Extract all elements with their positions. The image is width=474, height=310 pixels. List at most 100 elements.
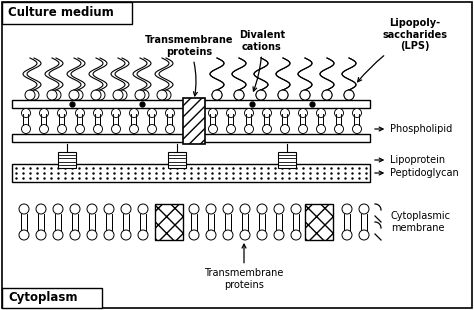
Circle shape: [344, 90, 354, 100]
Circle shape: [212, 90, 222, 100]
Circle shape: [223, 230, 233, 240]
Circle shape: [300, 90, 310, 100]
Circle shape: [257, 204, 267, 214]
Circle shape: [75, 125, 84, 134]
Circle shape: [263, 125, 272, 134]
Circle shape: [353, 125, 362, 134]
Circle shape: [93, 108, 102, 117]
Circle shape: [139, 90, 149, 100]
Circle shape: [138, 204, 148, 214]
Circle shape: [281, 125, 290, 134]
Circle shape: [47, 90, 57, 100]
Circle shape: [117, 90, 127, 100]
Bar: [278, 152, 296, 168]
Circle shape: [104, 204, 114, 214]
Circle shape: [234, 90, 244, 100]
Text: Cytoplasm: Cytoplasm: [8, 291, 78, 304]
Circle shape: [111, 108, 120, 117]
Circle shape: [353, 108, 362, 117]
Circle shape: [335, 108, 344, 117]
Circle shape: [234, 90, 244, 100]
Circle shape: [104, 230, 114, 240]
Circle shape: [51, 90, 61, 100]
Circle shape: [57, 108, 66, 117]
Text: Lipopoly-
saccharides
(LPS): Lipopoly- saccharides (LPS): [358, 18, 447, 82]
Circle shape: [263, 108, 272, 117]
Bar: [168, 152, 186, 168]
Text: Transmembrane
proteins: Transmembrane proteins: [145, 35, 233, 96]
Text: Transmembrane
proteins: Transmembrane proteins: [204, 244, 283, 290]
Circle shape: [281, 108, 290, 117]
Circle shape: [39, 108, 48, 117]
Circle shape: [121, 204, 131, 214]
Circle shape: [206, 204, 216, 214]
Circle shape: [165, 125, 174, 134]
Circle shape: [322, 90, 332, 100]
Bar: [58, 152, 76, 168]
Circle shape: [245, 125, 254, 134]
Circle shape: [274, 230, 284, 240]
Circle shape: [129, 108, 138, 117]
Circle shape: [111, 125, 120, 134]
Circle shape: [227, 108, 236, 117]
Text: Lipoprotein: Lipoprotein: [375, 155, 445, 165]
Circle shape: [53, 230, 63, 240]
Bar: [183, 98, 205, 144]
Circle shape: [29, 90, 39, 100]
Circle shape: [36, 204, 46, 214]
Circle shape: [75, 108, 84, 117]
Circle shape: [240, 230, 250, 240]
Text: Phospholipid: Phospholipid: [375, 124, 452, 134]
Circle shape: [209, 125, 218, 134]
Bar: [12, 134, 370, 142]
Circle shape: [300, 90, 310, 100]
Circle shape: [147, 125, 156, 134]
Circle shape: [53, 204, 63, 214]
Circle shape: [342, 230, 352, 240]
Circle shape: [70, 204, 80, 214]
Circle shape: [95, 90, 105, 100]
Circle shape: [256, 90, 266, 100]
Circle shape: [189, 204, 199, 214]
Circle shape: [335, 125, 344, 134]
Circle shape: [113, 90, 123, 100]
Circle shape: [344, 90, 354, 100]
Circle shape: [278, 90, 288, 100]
Circle shape: [87, 230, 97, 240]
Bar: [2, 2, 132, 24]
Circle shape: [317, 125, 326, 134]
Circle shape: [212, 90, 222, 100]
Circle shape: [278, 90, 288, 100]
Circle shape: [359, 204, 369, 214]
Circle shape: [299, 125, 308, 134]
Bar: [2, 288, 102, 308]
Circle shape: [342, 204, 352, 214]
Circle shape: [256, 90, 266, 100]
Circle shape: [274, 204, 284, 214]
Circle shape: [322, 90, 332, 100]
Circle shape: [317, 108, 326, 117]
Circle shape: [161, 90, 171, 100]
Circle shape: [245, 108, 254, 117]
Circle shape: [223, 204, 233, 214]
Circle shape: [39, 125, 48, 134]
Circle shape: [69, 90, 79, 100]
Circle shape: [209, 108, 218, 117]
Circle shape: [291, 230, 301, 240]
Circle shape: [25, 90, 35, 100]
Circle shape: [70, 230, 80, 240]
Circle shape: [189, 230, 199, 240]
Circle shape: [257, 230, 267, 240]
Text: Culture medium: Culture medium: [8, 7, 114, 20]
Text: Divalent
cations: Divalent cations: [239, 30, 285, 91]
Circle shape: [240, 204, 250, 214]
Circle shape: [121, 230, 131, 240]
Circle shape: [91, 90, 101, 100]
Bar: [12, 164, 370, 182]
Circle shape: [21, 108, 30, 117]
Circle shape: [87, 204, 97, 214]
Bar: [155, 204, 183, 240]
Circle shape: [73, 90, 83, 100]
Bar: [12, 100, 370, 108]
Circle shape: [57, 125, 66, 134]
